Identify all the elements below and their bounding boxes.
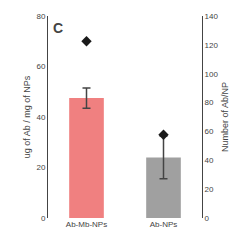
svg-text:120: 120 — [205, 41, 219, 50]
svg-text:60: 60 — [205, 127, 214, 136]
svg-text:0: 0 — [205, 214, 210, 223]
svg-text:ug of Ab / mg of NPs: ug of Ab / mg of NPs — [22, 75, 32, 158]
svg-text:Ab-NPs: Ab-NPs — [150, 220, 178, 229]
svg-text:0: 0 — [41, 214, 46, 223]
svg-text:20: 20 — [36, 163, 45, 172]
svg-text:Number of Ab/NP: Number of Ab/NP — [220, 82, 230, 152]
svg-text:100: 100 — [205, 70, 219, 79]
svg-text:20: 20 — [205, 185, 214, 194]
svg-text:40: 40 — [205, 156, 214, 165]
svg-text:80: 80 — [36, 12, 45, 21]
svg-text:140: 140 — [205, 12, 219, 21]
svg-text:Ab-Mb-NPs: Ab-Mb-NPs — [66, 220, 107, 229]
svg-text:80: 80 — [205, 98, 214, 107]
svg-text:C: C — [53, 20, 63, 36]
svg-text:40: 40 — [36, 113, 45, 122]
svg-text:60: 60 — [36, 62, 45, 71]
